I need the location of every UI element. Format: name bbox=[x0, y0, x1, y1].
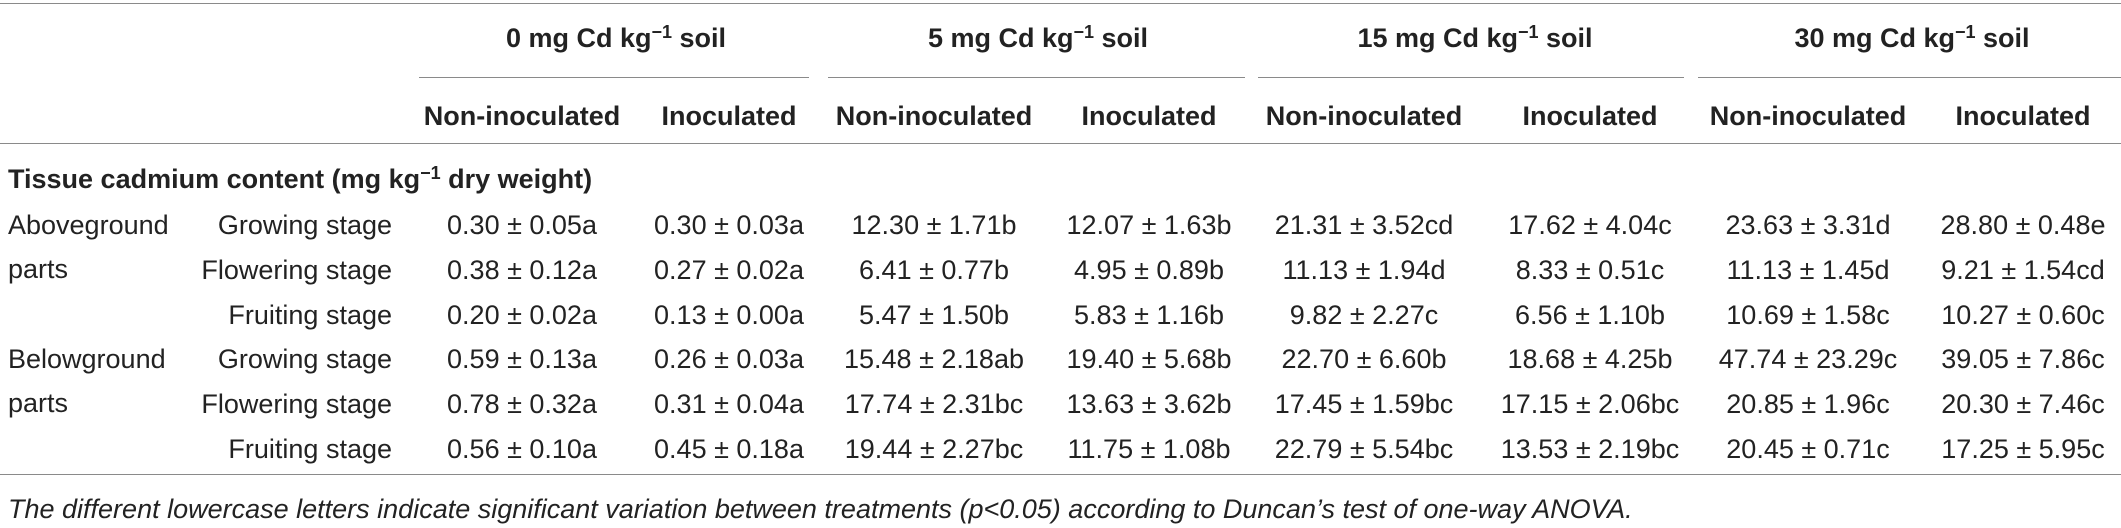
rule bbox=[419, 77, 809, 78]
column-header: Inoculated bbox=[1955, 101, 2091, 131]
cell: 9.82 ± 2.27c bbox=[1289, 299, 1439, 330]
cell: 0.59 ± 0.13a bbox=[447, 344, 597, 375]
cell: 39.05 ± 7.86c bbox=[1941, 344, 2105, 375]
text-part: −1 bbox=[1073, 22, 1095, 42]
cell: 20.45 ± 0.71c bbox=[1726, 434, 1890, 464]
rule bbox=[1698, 77, 2121, 78]
column-group-header: 5 mg Cd kg−1 soil bbox=[928, 22, 1148, 54]
cell: 10.69 ± 1.58c bbox=[1726, 299, 1890, 330]
column-header: Inoculated bbox=[1522, 101, 1658, 131]
cell: 4.95 ± 0.89b bbox=[1074, 254, 1224, 285]
footnote: The different lowercase letters indicate… bbox=[8, 494, 1633, 524]
cell: 17.74 ± 2.31bc bbox=[844, 389, 1024, 420]
stage-label: Fruiting stage bbox=[228, 434, 392, 464]
column-header: Non-inoculated bbox=[1265, 101, 1463, 131]
cell: 47.74 ± 23.29c bbox=[1718, 344, 1898, 375]
cell: 17.25 ± 5.95c bbox=[1941, 434, 2105, 464]
cell: 8.33 ± 0.51c bbox=[1515, 254, 1665, 285]
rule bbox=[0, 143, 2121, 144]
column-group-header: 0 mg Cd kg−1 soil bbox=[506, 22, 726, 54]
cell: 0.56 ± 0.10a bbox=[447, 434, 597, 464]
cell: 13.63 ± 3.62b bbox=[1066, 389, 1232, 420]
cell: 17.15 ± 2.06bc bbox=[1500, 389, 1680, 420]
text-part: dry weight) bbox=[440, 164, 593, 194]
stage-label: Growing stage bbox=[217, 210, 392, 240]
text-part: −1 bbox=[651, 22, 673, 42]
cell: 5.47 ± 1.50b bbox=[859, 299, 1009, 330]
text-part: soil bbox=[672, 23, 727, 53]
cell: 20.85 ± 1.96c bbox=[1726, 389, 1890, 420]
cell: 0.27 ± 0.02a bbox=[654, 254, 804, 285]
column-group-header: 15 mg Cd kg−1 soil bbox=[1357, 22, 1592, 54]
section-title: Tissue cadmium content (mg kg−1 dry weig… bbox=[8, 163, 592, 195]
cell: 13.53 ± 2.19bc bbox=[1500, 434, 1680, 464]
cell: 11.13 ± 1.45d bbox=[1726, 254, 1890, 285]
cell: 20.30 ± 7.46c bbox=[1941, 389, 2105, 420]
cell: 0.78 ± 0.32a bbox=[447, 389, 597, 420]
text-part: soil bbox=[1975, 23, 2030, 53]
cell: 9.21 ± 1.54cd bbox=[1941, 254, 2105, 285]
cell: 19.40 ± 5.68b bbox=[1066, 344, 1232, 375]
stage-label: Flowering stage bbox=[201, 254, 392, 285]
cell: 0.31 ± 0.04a bbox=[654, 389, 804, 420]
cell: 0.38 ± 0.12a bbox=[447, 254, 597, 285]
text-part: 5 mg Cd kg bbox=[927, 23, 1074, 53]
cell: 5.83 ± 1.16b bbox=[1074, 299, 1224, 330]
cell: 11.75 ± 1.08b bbox=[1067, 434, 1231, 464]
text-part: −1 bbox=[1518, 22, 1539, 42]
cell: 0.45 ± 0.18a bbox=[654, 434, 804, 464]
text-part: 15 mg Cd kg bbox=[1357, 23, 1518, 53]
rule bbox=[1258, 77, 1684, 78]
stage-label: Growing stage bbox=[217, 344, 392, 375]
cell: 18.68 ± 4.25b bbox=[1507, 344, 1673, 375]
group-label: Belowground parts bbox=[8, 344, 166, 419]
text-part: Tissue cadmium content (mg kg bbox=[8, 164, 421, 194]
stage-label: Flowering stage bbox=[201, 389, 392, 420]
cell: 10.27 ± 0.60c bbox=[1941, 299, 2105, 330]
cell: 19.44 ± 2.27bc bbox=[844, 434, 1024, 464]
column-group-header: 30 mg Cd kg−1 soil bbox=[1794, 22, 2029, 54]
cell: 0.20 ± 0.02a bbox=[447, 299, 597, 330]
cell: 17.45 ± 1.59bc bbox=[1274, 389, 1454, 420]
cell: 6.56 ± 1.10b bbox=[1515, 299, 1665, 330]
rule bbox=[0, 474, 2121, 475]
cell: 28.80 ± 0.48e bbox=[1940, 210, 2106, 240]
column-header: Inoculated bbox=[661, 101, 797, 131]
cell: 22.70 ± 6.60b bbox=[1281, 344, 1447, 375]
column-header: Non-inoculated bbox=[835, 101, 1033, 131]
cell: 12.30 ± 1.71b bbox=[851, 210, 1017, 240]
text-part: soil bbox=[1094, 23, 1149, 53]
text-part: 0 mg Cd kg bbox=[505, 23, 652, 53]
cell: 23.63 ± 3.31d bbox=[1725, 210, 1891, 240]
cell: 0.30 ± 0.03a bbox=[654, 210, 804, 240]
text-part: −1 bbox=[420, 163, 441, 183]
stage-label: Fruiting stage bbox=[228, 299, 392, 330]
cell: 12.07 ± 1.63b bbox=[1066, 210, 1232, 240]
cell: 11.13 ± 1.94d bbox=[1282, 254, 1446, 285]
cell: 22.79 ± 5.54bc bbox=[1274, 434, 1454, 464]
text-part: soil bbox=[1538, 23, 1593, 53]
text-part: −1 bbox=[1955, 22, 1976, 42]
text-part: 30 mg Cd kg bbox=[1794, 23, 1955, 53]
rule bbox=[0, 3, 2121, 4]
column-header: Non-inoculated bbox=[1709, 101, 1907, 131]
cell: 0.26 ± 0.03a bbox=[654, 344, 804, 375]
cell: 17.62 ± 4.04c bbox=[1508, 210, 1672, 240]
cell: 6.41 ± 0.77b bbox=[859, 254, 1009, 285]
cell: 0.30 ± 0.05a bbox=[447, 210, 597, 240]
rule bbox=[828, 77, 1245, 78]
column-header: Inoculated bbox=[1081, 101, 1217, 131]
group-label: Aboveground parts bbox=[8, 210, 169, 284]
cell: 15.48 ± 2.18ab bbox=[844, 344, 1024, 375]
cell: 21.31 ± 3.52cd bbox=[1274, 210, 1454, 240]
column-header: Non-inoculated bbox=[423, 101, 621, 131]
cell: 0.13 ± 0.00a bbox=[654, 299, 804, 330]
